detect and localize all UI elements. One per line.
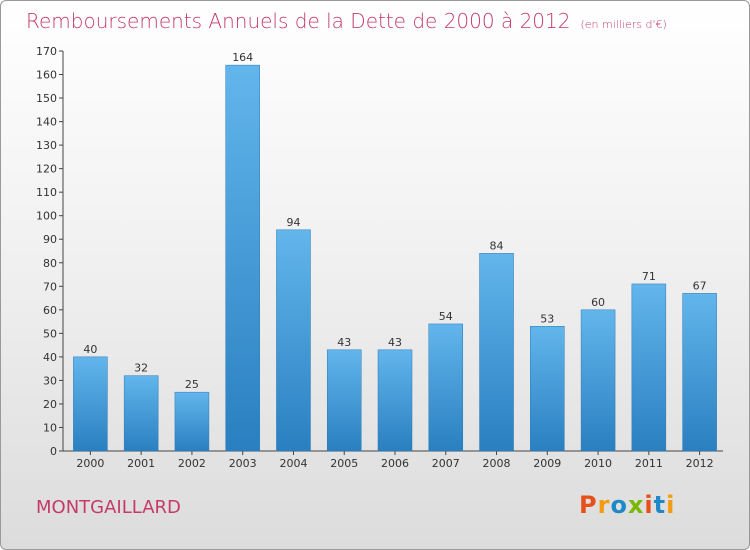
y-tick-label: 160 [36, 69, 57, 82]
x-tick-label: 2000 [76, 457, 104, 470]
y-tick-label: 10 [43, 421, 57, 434]
logo-letter: P [579, 491, 598, 519]
city-name: MONTGAILLARD [36, 497, 181, 518]
y-tick-label: 110 [36, 186, 57, 199]
data-label: 43 [337, 336, 351, 349]
data-label: 164 [232, 51, 253, 64]
x-tick-label: 2001 [127, 457, 155, 470]
x-tick-label: 2007 [432, 457, 460, 470]
chart-subtitle: (en milliers d'€) [580, 18, 667, 31]
y-tick-label: 150 [36, 92, 57, 105]
bar [377, 349, 413, 452]
y-tick-label: 20 [43, 398, 57, 411]
y-tick-label: 40 [43, 351, 57, 364]
data-label: 60 [591, 296, 605, 309]
data-label: 71 [642, 270, 656, 283]
x-tick-label: 2003 [229, 457, 257, 470]
x-tick-label: 2006 [381, 457, 409, 470]
proxiti-logo: Proxiti [579, 491, 675, 519]
data-label: 43 [388, 336, 402, 349]
data-label: 32 [134, 362, 148, 375]
y-tick-label: 140 [36, 116, 57, 129]
logo-letter: i [666, 491, 676, 519]
y-tick-label: 90 [43, 233, 57, 246]
bar [276, 229, 311, 452]
y-tick-label: 120 [36, 163, 57, 176]
logo-letter: x [627, 491, 645, 519]
chart-axes: 0 10 20 30 40 50 60 70 80 90 100 110 120 130 140 150 160… [36, 45, 723, 470]
y-tick-label: 0 [50, 445, 57, 458]
chart-labels: 40 32 25 164 94 43 43 54 84 53 60 71 67 [83, 51, 706, 391]
y-tick-label: 80 [43, 257, 57, 270]
logo-letter: o [610, 491, 628, 519]
data-label: 94 [286, 216, 300, 229]
y-tick-label: 100 [36, 210, 57, 223]
bar [326, 349, 362, 452]
data-label: 54 [439, 310, 453, 323]
y-tick-label: 60 [43, 304, 57, 317]
x-tick-label: 2012 [686, 457, 714, 470]
logo-letter: r [597, 491, 611, 519]
logo-letter: t [653, 491, 667, 519]
data-label: 53 [540, 312, 554, 325]
bar [73, 356, 108, 452]
data-label: 84 [490, 239, 504, 252]
y-tick-label: 170 [36, 45, 57, 58]
bar [580, 309, 616, 452]
x-tick-label: 2011 [635, 457, 663, 470]
bar [479, 253, 514, 452]
x-tick-label: 2005 [330, 457, 358, 470]
bar [174, 391, 210, 452]
x-tick-label: 2002 [178, 457, 206, 470]
bar [682, 293, 717, 452]
data-label: 67 [693, 279, 707, 292]
data-label: 40 [83, 343, 97, 356]
chart-bars [73, 64, 717, 452]
y-tick-label: 130 [36, 139, 57, 152]
x-tick-label: 2008 [483, 457, 511, 470]
chart-title-text: Remboursements Annuels de la Dette de 20… [26, 9, 571, 33]
bar [631, 283, 667, 452]
x-tick-label: 2010 [584, 457, 612, 470]
bar [428, 323, 464, 452]
x-tick-label: 2004 [279, 457, 307, 470]
y-tick-label: 50 [43, 327, 57, 340]
y-tick-label: 70 [43, 280, 57, 293]
bar [225, 64, 260, 452]
bar [123, 375, 159, 452]
logo-letter: i [644, 491, 654, 519]
x-tick-label: 2009 [533, 457, 561, 470]
data-label: 25 [185, 378, 199, 391]
bar [530, 326, 565, 452]
y-tick-label: 30 [43, 374, 57, 387]
chart-title: Remboursements Annuels de la Dette de 20… [26, 9, 667, 33]
